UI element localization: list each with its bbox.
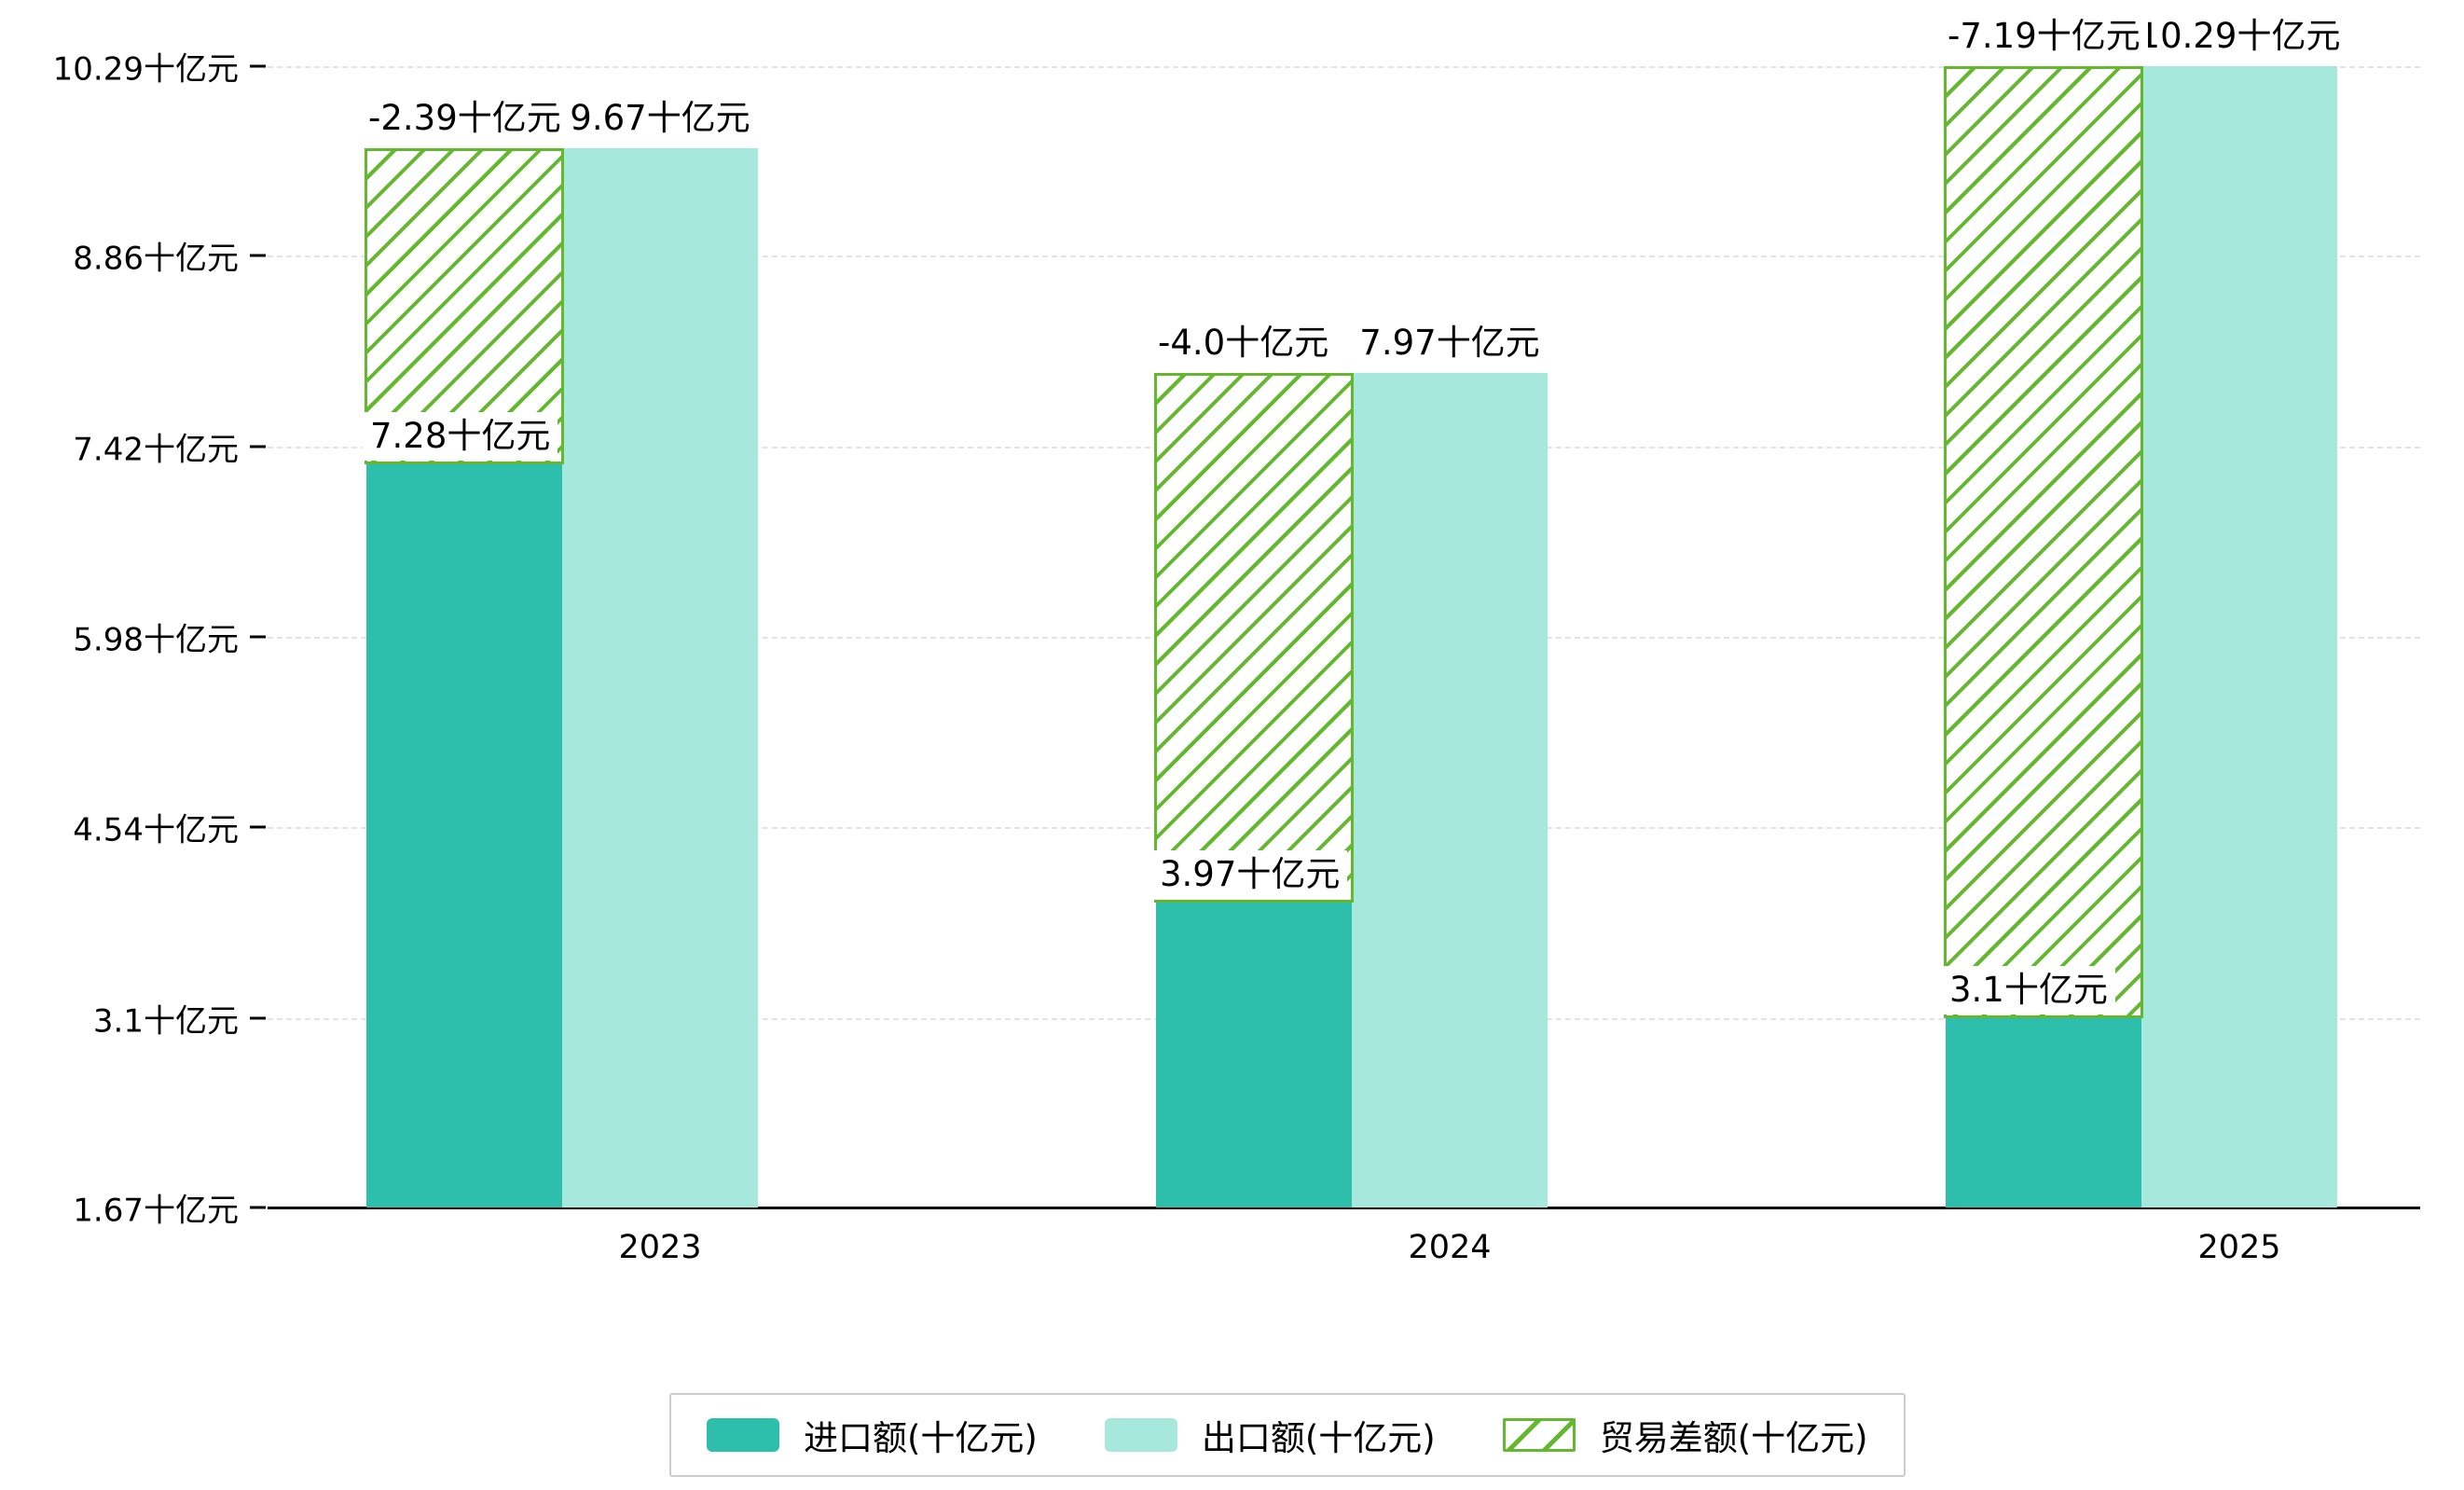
import-bar <box>1156 903 1352 1207</box>
y-axis-tick-label: 1.67十亿元 <box>73 1192 239 1230</box>
legend-label-export: 出口额(十亿元) <box>1201 1418 1436 1458</box>
legend-item-import: 进口额(十亿元) <box>707 1410 1038 1460</box>
trade-balance-value-label: -7.19十亿元 <box>1940 12 2148 62</box>
x-axis-category-label: 2024 <box>1408 1229 1492 1266</box>
trade-balance-bar <box>1154 373 1354 904</box>
y-axis-tick-label: 4.54十亿元 <box>73 811 239 849</box>
y-axis-tick-mark <box>250 1016 266 1020</box>
trade-balance-value-label: -2.39十亿元 <box>361 94 569 144</box>
y-axis-tick-mark <box>250 635 266 639</box>
legend-item-export: 出口额(十亿元) <box>1104 1410 1436 1460</box>
trade-balance-series-swatch-icon <box>1502 1418 1576 1452</box>
legend-label-trade-balance: 贸易差额(十亿元) <box>1599 1418 1868 1458</box>
y-axis-tick-label: 3.1十亿元 <box>92 1002 239 1041</box>
y-axis-tick-label: 10.29十亿元 <box>52 50 239 89</box>
y-axis-tick-mark <box>250 825 266 829</box>
x-axis-category-label: 2023 <box>618 1229 702 1266</box>
y-axis-tick-mark <box>250 1206 266 1209</box>
x-axis-line <box>268 1207 2420 1209</box>
y-axis-tick-mark <box>250 64 266 68</box>
export-value-label: 10.29十亿元 <box>2130 12 2348 62</box>
import-value-label: 7.28十亿元 <box>363 412 558 462</box>
y-gridline <box>268 255 2420 258</box>
y-axis-tick-label: 7.42十亿元 <box>73 431 239 469</box>
legend-item-trade-balance: 贸易差额(十亿元) <box>1502 1410 1868 1460</box>
export-bar <box>562 148 758 1207</box>
y-axis-tick-mark <box>250 445 266 448</box>
y-gridline <box>268 66 2420 68</box>
legend-label-import: 进口额(十亿元) <box>804 1418 1038 1458</box>
export-bar <box>2141 66 2337 1207</box>
export-series-swatch-icon <box>1104 1418 1177 1452</box>
y-axis-tick-label: 5.98十亿元 <box>73 621 239 659</box>
y-axis-tick-label: 8.86十亿元 <box>73 240 239 278</box>
y-axis-tick-mark <box>250 254 266 257</box>
trade-balance-bar <box>365 148 564 465</box>
trade-balance-value-label: -4.0十亿元 <box>1150 319 1337 368</box>
import-value-label: 3.97十亿元 <box>1152 850 1348 900</box>
import-bar <box>366 464 562 1207</box>
export-value-label: 9.67十亿元 <box>562 94 758 144</box>
export-bar <box>1352 373 1548 1207</box>
chart-legend: 进口额(十亿元) 出口额(十亿元) 贸易差额(十亿元) <box>669 1393 1906 1477</box>
import-bar <box>1946 1017 2141 1207</box>
import-value-label: 3.1十亿元 <box>1942 965 2115 1015</box>
x-axis-category-label: 2025 <box>2197 1229 2281 1266</box>
trade-balance-bar <box>1944 66 2143 1018</box>
export-value-label: 7.97十亿元 <box>1352 319 1548 368</box>
import-series-swatch-icon <box>707 1418 779 1452</box>
